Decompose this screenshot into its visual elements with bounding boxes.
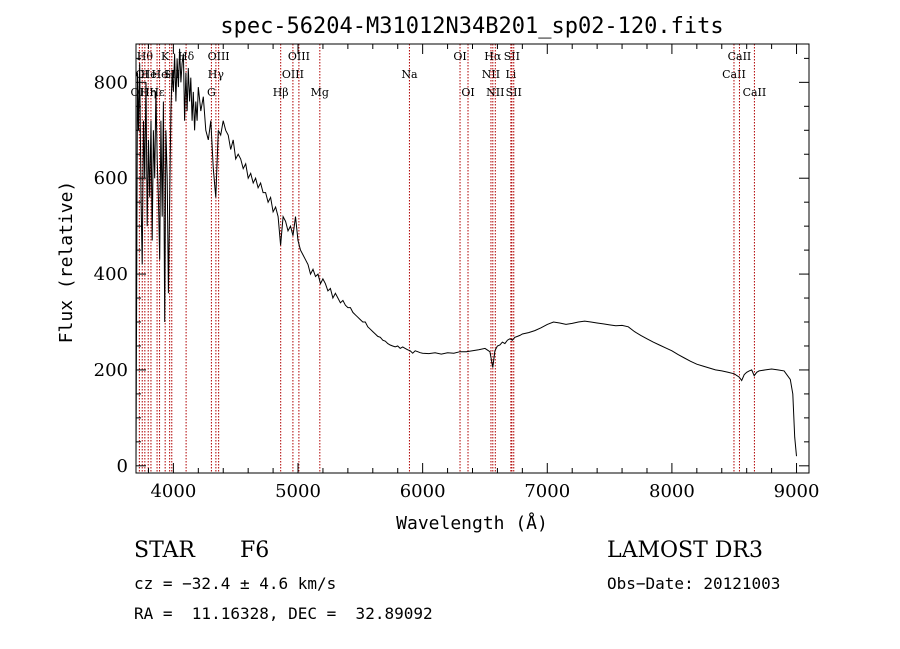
line-marker-label-11: G xyxy=(207,86,216,99)
line-marker-label-12: Hγ xyxy=(208,68,225,81)
x-tick-label-3: 7000 xyxy=(524,481,570,502)
coordinates: RA = 11.16328, DEC = 32.89092 xyxy=(134,604,433,623)
line-marker-label-4: HeI xyxy=(141,68,161,81)
chart-title: spec-56204-M31012N34B201_sp02-120.fits xyxy=(220,14,723,39)
line-marker-label-15: OIII xyxy=(282,68,304,81)
x-axis: 4000 5000 6000 7000 8000 9000 xyxy=(147,44,820,502)
line-marker-label-22: Hα xyxy=(484,50,502,63)
line-marker-label-8: H xyxy=(165,68,175,81)
y-tick-label-1: 200 xyxy=(94,360,128,381)
observation-date: Obs−Date: 20121003 xyxy=(607,574,781,593)
x-tick-label-0: 4000 xyxy=(150,481,196,502)
line-marker-label-7: K xyxy=(161,50,170,63)
line-marker-label-5: Hε xyxy=(149,86,165,99)
line-marker-label-28: CaII xyxy=(728,50,752,63)
line-marker-label-13: OIII xyxy=(208,50,230,63)
line-marker-label-26: SII xyxy=(506,86,522,99)
redshift-info: cz = −32.4 ± 4.6 km/s xyxy=(134,574,337,593)
plot-area xyxy=(135,48,797,466)
spectrum-line-0 xyxy=(135,48,797,466)
object-subclass: F6 xyxy=(240,538,270,563)
line-marker-label-14: Hβ xyxy=(273,86,289,99)
y-tick-label-4: 800 xyxy=(94,72,128,93)
y-axis: 0 200 400 600 800 xyxy=(94,57,809,477)
line-marker-label-24: Li xyxy=(505,68,516,81)
y-tick-label-3: 600 xyxy=(94,168,128,189)
line-marker-label-3: Hη xyxy=(140,86,156,99)
line-marker-label-17: Mg xyxy=(311,86,329,99)
line-markers: OIIOIHθHηHeIHεHeKHSIIHδGHγOIIIHβOIIIOIII… xyxy=(131,44,767,473)
line-marker-label-1: OI xyxy=(136,68,149,81)
x-tick-label-4: 8000 xyxy=(649,481,695,502)
line-marker-label-18: Na xyxy=(401,68,418,81)
x-tick-label-1: 5000 xyxy=(275,481,321,502)
line-marker-label-20: OI xyxy=(461,86,474,99)
x-axis-label: Wavelength (Å) xyxy=(396,512,548,534)
survey-name: LAMOST DR3 xyxy=(607,538,763,563)
line-marker-label-16: OIII xyxy=(288,50,310,63)
line-marker-label-6: He xyxy=(152,68,168,81)
y-tick-label-2: 400 xyxy=(94,264,128,285)
x-tick-label-2: 6000 xyxy=(400,481,446,502)
line-marker-label-27: CaII xyxy=(722,68,746,81)
line-marker-label-21: NII xyxy=(482,68,500,81)
line-marker-label-19: OI xyxy=(453,50,466,63)
line-marker-label-23: NII xyxy=(486,86,504,99)
plot-frame xyxy=(135,43,810,474)
line-marker-label-25: SII xyxy=(504,50,520,63)
object-class: STAR xyxy=(134,538,195,563)
y-tick-label-0: 0 xyxy=(117,456,128,477)
line-marker-label-29: CaII xyxy=(743,86,767,99)
line-marker-label-2: Hθ xyxy=(137,50,154,63)
y-axis-label: Flux (relative) xyxy=(56,181,77,344)
x-tick-label-5: 9000 xyxy=(774,481,820,502)
